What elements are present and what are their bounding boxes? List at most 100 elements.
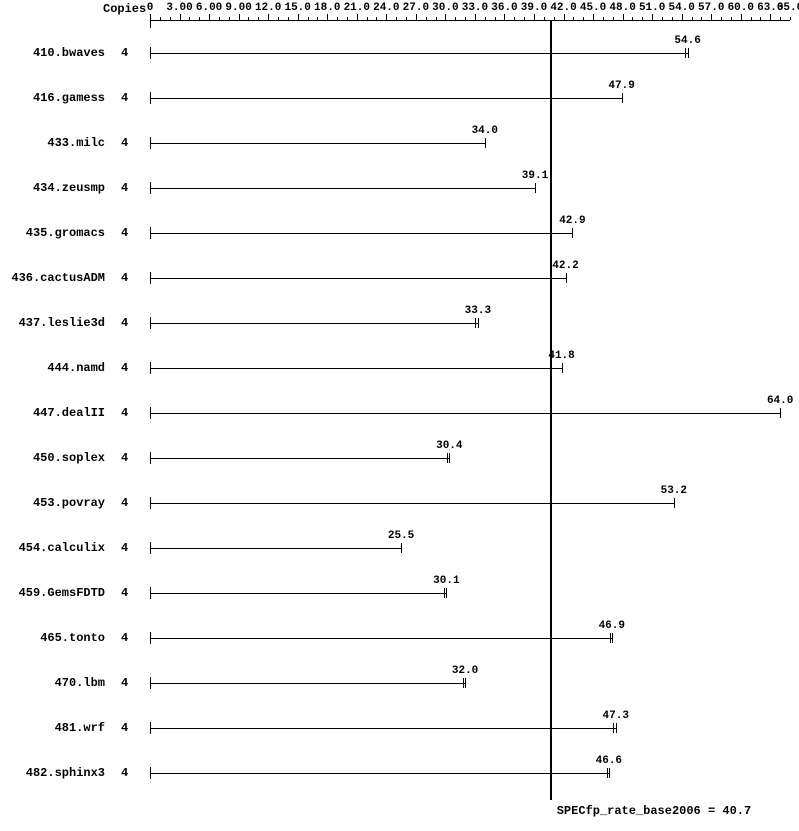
copies-value: 4 (121, 91, 128, 105)
copies-value: 4 (121, 631, 128, 645)
axis-tick-major (682, 14, 683, 20)
bar-start-tick (150, 767, 151, 779)
bar-end-tick (401, 543, 402, 553)
axis-tick-minor (692, 17, 693, 20)
bar-end-tick (449, 453, 450, 463)
axis-tick-label: 27.0 (403, 2, 429, 14)
benchmark-bar (150, 233, 572, 234)
axis-tick-label: 36.0 (491, 2, 517, 14)
axis-tick-major (534, 14, 535, 20)
benchmark-label: 444.namd (47, 361, 105, 375)
benchmark-value: 34.0 (472, 125, 498, 137)
axis-tick-minor (495, 17, 496, 20)
benchmark-value: 32.0 (452, 665, 478, 677)
bar-start-tick (150, 92, 151, 104)
axis-tick-label: 54.0 (668, 2, 694, 14)
axis-tick-minor (308, 17, 309, 20)
copies-value: 4 (121, 721, 128, 735)
bar-start-tick (150, 137, 151, 149)
bar-end-tick (609, 768, 610, 778)
baseline-label: SPECfp_rate_base2006 = 40.7 (557, 804, 751, 818)
axis-tick-major (623, 14, 624, 20)
copies-value: 4 (121, 766, 128, 780)
axis-tick-minor (229, 17, 230, 20)
benchmark-bar (150, 188, 535, 189)
axis-tick-label: 60.0 (728, 2, 754, 14)
benchmark-label: 447.dealII (33, 406, 105, 420)
axis-tick-major (475, 14, 476, 20)
axis-tick-label: 21.0 (344, 2, 370, 14)
benchmark-label: 434.zeusmp (33, 181, 105, 195)
bar-start-tick (150, 317, 151, 329)
benchmark-label: 459.GemsFDTD (19, 586, 105, 600)
benchmark-bar (150, 728, 616, 729)
copies-value: 4 (121, 676, 128, 690)
axis-tick-label: 24.0 (373, 2, 399, 14)
axis-tick-minor (258, 17, 259, 20)
bar-start-tick (150, 587, 151, 599)
benchmark-value: 42.2 (552, 260, 578, 272)
axis-tick-label: 57.0 (698, 2, 724, 14)
axis-tick-minor (603, 17, 604, 20)
axis-tick-label: 45.0 (580, 2, 606, 14)
axis-tick-minor (642, 17, 643, 20)
axis-tick-minor (288, 17, 289, 20)
axis-tick-label: 42.0 (550, 2, 576, 14)
bar-end-tick (535, 183, 536, 193)
benchmark-bar (150, 368, 562, 369)
axis-tick-minor (189, 17, 190, 20)
bar-start-tick (150, 47, 151, 59)
axis-tick-major (770, 14, 771, 20)
axis-tick-minor (790, 17, 791, 20)
axis-tick-label: 39.0 (521, 2, 547, 14)
benchmark-bar (150, 638, 612, 639)
benchmark-value: 25.5 (388, 530, 414, 542)
axis-tick-major (564, 14, 565, 20)
benchmark-bar (150, 593, 446, 594)
benchmark-label: 435.gromacs (26, 226, 105, 240)
axis-tick-major (593, 14, 594, 20)
copies-value: 4 (121, 406, 128, 420)
axis-tick-minor (317, 17, 318, 20)
bar-end-tick (572, 228, 573, 238)
benchmark-label: 481.wrf (55, 721, 105, 735)
bar-end-tick (447, 453, 448, 463)
bar-end-tick (674, 498, 675, 508)
axis-tick-major (268, 14, 269, 20)
axis-tick-minor (170, 17, 171, 20)
copies-value: 4 (121, 136, 128, 150)
axis-tick-major (445, 14, 446, 20)
benchmark-value: 54.6 (674, 35, 700, 47)
benchmark-value: 30.4 (436, 440, 462, 452)
benchmark-bar (150, 548, 401, 549)
copies-value: 4 (121, 361, 128, 375)
bar-end-tick (566, 273, 567, 283)
axis-tick-minor (632, 17, 633, 20)
benchmark-value: 53.2 (661, 485, 687, 497)
benchmark-label: 454.calculix (19, 541, 105, 555)
axis-tick-label: 51.0 (639, 2, 665, 14)
axis-origin-tick (150, 20, 151, 28)
copies-value: 4 (121, 46, 128, 60)
bar-end-tick (465, 678, 466, 688)
benchmark-value: 47.9 (608, 80, 634, 92)
copies-value: 4 (121, 181, 128, 195)
benchmark-label: 437.leslie3d (19, 316, 105, 330)
axis-tick-label: 0 (147, 2, 154, 14)
benchmark-label: 482.sphinx3 (26, 766, 105, 780)
axis-tick-minor (554, 17, 555, 20)
bar-start-tick (150, 677, 151, 689)
axis-tick-major (504, 14, 505, 20)
spec-benchmark-chart: 03.006.009.0012.015.018.021.024.027.030.… (0, 0, 799, 831)
bar-end-tick (685, 48, 686, 58)
copies-header: Copies (103, 2, 146, 16)
bar-end-tick (562, 363, 563, 373)
axis-tick-major (298, 14, 299, 20)
bar-end-tick (444, 588, 445, 598)
copies-value: 4 (121, 586, 128, 600)
benchmark-value: 39.1 (522, 170, 548, 182)
bar-end-tick (607, 768, 608, 778)
bar-end-tick (616, 723, 617, 733)
copies-value: 4 (121, 316, 128, 330)
axis-tick-label: 9.00 (225, 2, 251, 14)
